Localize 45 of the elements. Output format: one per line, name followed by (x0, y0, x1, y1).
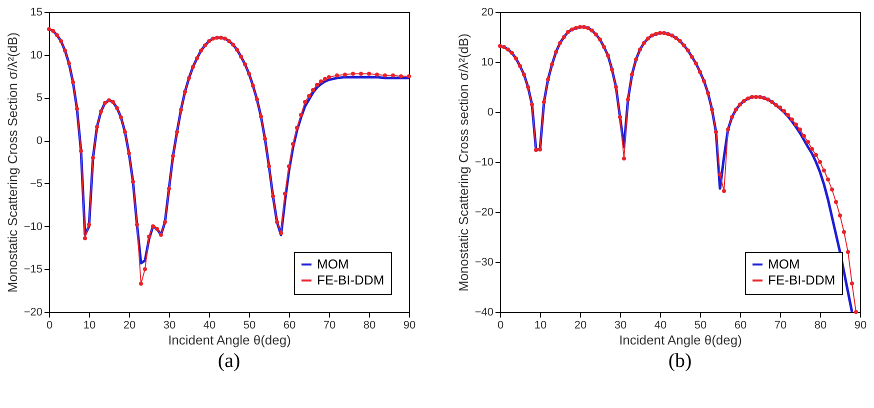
x-tick-label: 50 (243, 320, 256, 332)
text: (a) (218, 350, 240, 372)
y-tick-label: 10 (30, 49, 42, 62)
x-tick-label: 0 (46, 320, 53, 332)
y-tick-label: 0 (36, 135, 42, 148)
text: (b) (668, 350, 692, 372)
y-tick-label: −10 (474, 156, 494, 168)
x-tick-label: 80 (814, 320, 827, 332)
x-tick-label: 90 (403, 320, 416, 332)
x-tick-label: 80 (363, 320, 376, 332)
y-tick-label: −20 (474, 206, 494, 218)
legend-label: FE-BI-DDM (317, 272, 384, 288)
x-tick-label: 30 (614, 320, 627, 332)
x-tick-label: 40 (203, 320, 216, 332)
y-tick-label: 5 (36, 92, 42, 104)
x-axis-title: Incident Angle θ(deg) (168, 332, 291, 348)
x-tick-label: 70 (323, 320, 336, 332)
y-tick-label: −5 (30, 178, 42, 190)
x-tick-label: 60 (283, 320, 296, 332)
y-tick-label: 15 (30, 6, 42, 18)
legend-label: FE-BI-DDM (768, 272, 836, 288)
y-tick-label: −40 (474, 306, 494, 318)
y-tick-label: −20 (24, 306, 42, 318)
x-tick-label: 90 (854, 320, 867, 332)
x-tick-label: 30 (163, 320, 176, 332)
x-tick-label: 70 (774, 320, 787, 332)
x-axis-title: Incident Angle θ(deg) (619, 332, 742, 348)
y-axis-title: Monostatic Scattering Cross section σ/λ²(dB) (456, 33, 471, 292)
x-tick-label: 20 (123, 320, 136, 332)
y-tick-label: 0 (487, 106, 494, 118)
y-tick-label: 20 (481, 6, 494, 18)
legend-label: MOM (768, 256, 800, 272)
x-tick-label: 40 (654, 320, 667, 332)
y-tick-label: 10 (481, 56, 494, 68)
legend-label: MOM (317, 256, 349, 272)
y-tick-label: −30 (474, 256, 494, 268)
x-tick-label: 10 (534, 320, 547, 332)
y-axis-title: Monostatic Scattering Cross Section σ/λ²(dB) (4, 32, 20, 293)
x-tick-label: 50 (694, 320, 707, 332)
x-tick-label: 10 (83, 320, 96, 332)
x-tick-label: 0 (497, 320, 504, 332)
x-tick-label: 20 (574, 320, 587, 332)
x-tick-label: 60 (734, 320, 747, 332)
y-tick-label: −15 (24, 264, 42, 276)
y-tick-label: −10 (24, 220, 42, 233)
